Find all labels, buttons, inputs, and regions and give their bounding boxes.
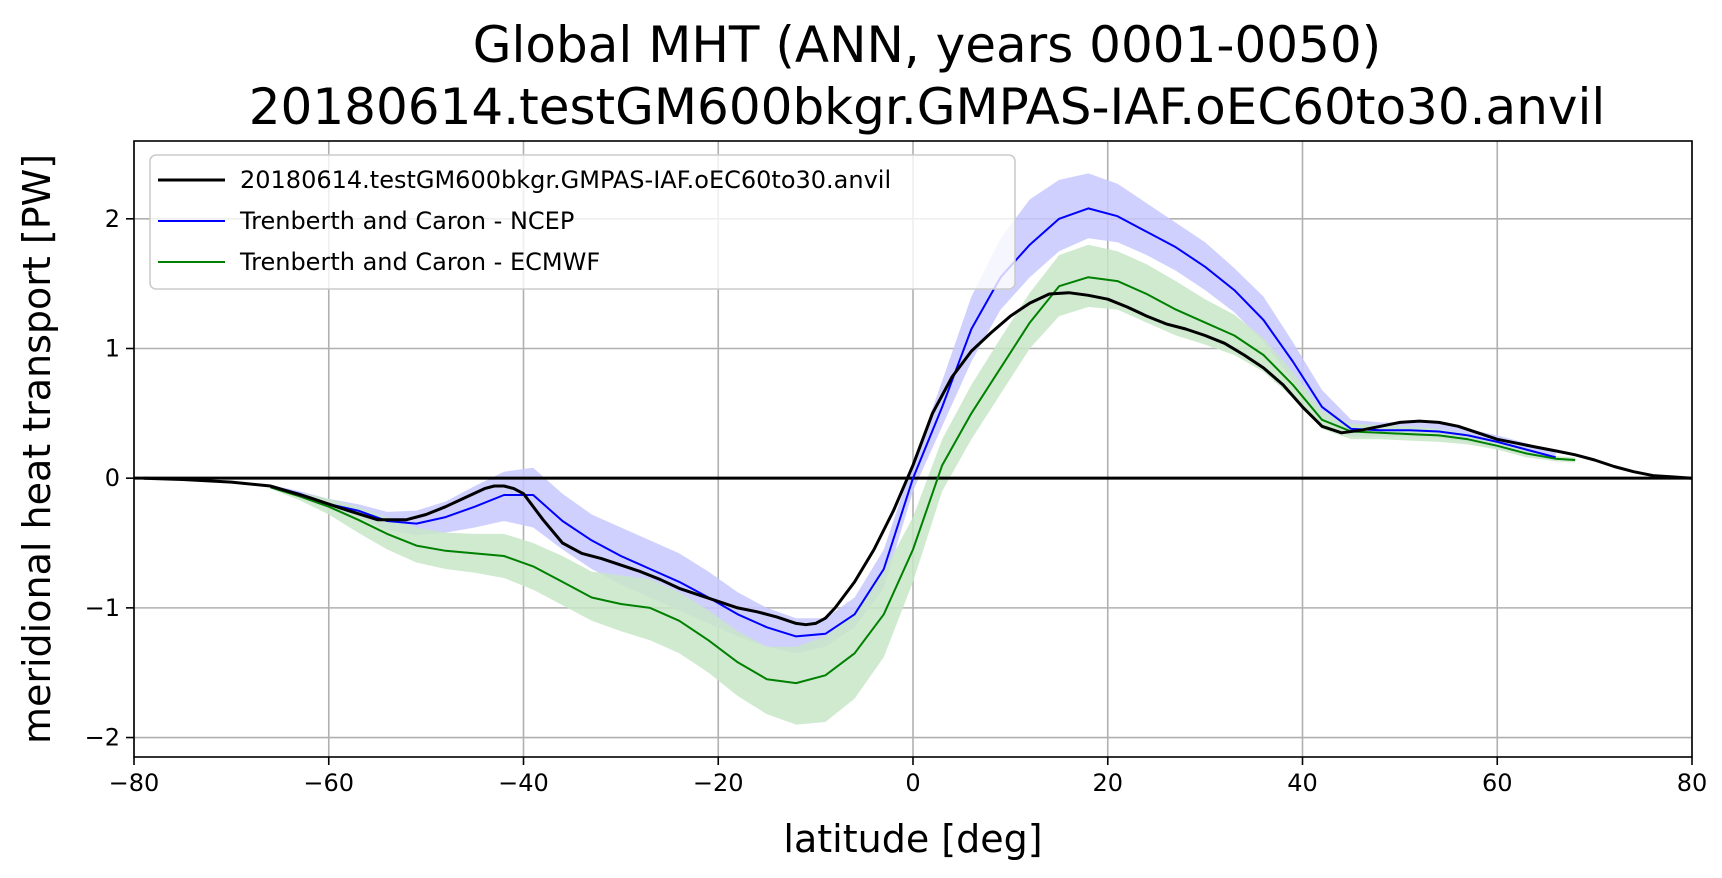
x-tick-label-2: −40: [498, 769, 549, 797]
y-tick-label-2: 0: [105, 464, 120, 492]
y-tick-label-0: −2: [85, 724, 120, 752]
x-axis-label: latitude [deg]: [783, 817, 1042, 861]
y-tick-label-1: −1: [85, 594, 120, 622]
legend-box: [149, 154, 1016, 290]
y-tick-label-4: 2: [105, 205, 120, 233]
uncertainty-bands: [270, 173, 1576, 725]
x-tick-label-1: −60: [303, 769, 354, 797]
y-axis-label: meridional heat transport [PW]: [15, 154, 59, 744]
y-axis-ticks: −2 −1 0 1 2: [85, 205, 134, 752]
series-lines: [143, 207, 1693, 685]
x-tick-label-3: −20: [693, 769, 744, 797]
x-tick-label-6: 40: [1287, 769, 1318, 797]
legend: 20180614.testGM600bkgr.GMPAS-IAF.oEC60to…: [149, 154, 1016, 290]
chart-title-line-1: Global MHT (ANN, years 0001-0050): [473, 16, 1381, 74]
line-series-2: [270, 276, 1576, 685]
legend-label-ncep: Trenberth and Caron - NCEP: [239, 207, 574, 235]
band-series-1: [270, 173, 1556, 654]
x-tick-label-0: −80: [109, 769, 160, 797]
x-tick-label-7: 60: [1482, 769, 1513, 797]
line-series-0: [143, 291, 1693, 627]
y-tick-label-3: 1: [105, 334, 120, 362]
x-tick-label-4: 0: [905, 769, 920, 797]
x-tick-label-5: 20: [1092, 769, 1123, 797]
chart-title-line-2: 20180614.testGM600bkgr.GMPAS-IAF.oEC60to…: [249, 78, 1606, 136]
x-tick-label-8: 80: [1677, 769, 1708, 797]
line-series-1: [270, 207, 1556, 638]
legend-label-ecmwf: Trenberth and Caron - ECMWF: [239, 248, 600, 276]
x-axis-ticks: −80 −60 −40 −20 0 20 40 60 80: [109, 757, 1708, 797]
legend-label-model: 20180614.testGM600bkgr.GMPAS-IAF.oEC60to…: [240, 166, 891, 194]
band-series-2: [270, 244, 1576, 725]
